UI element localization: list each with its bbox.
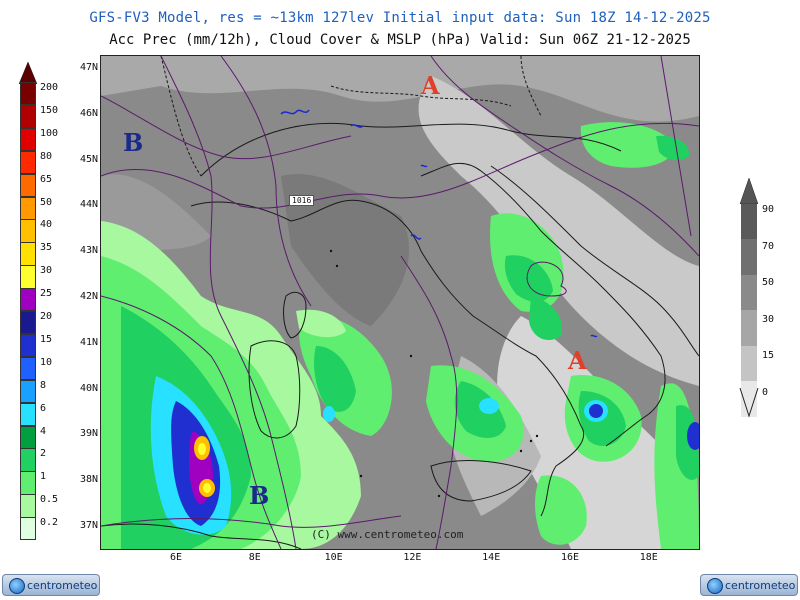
precip-legend-label: 25 xyxy=(40,288,53,300)
precip-legend-swatch xyxy=(20,517,36,541)
cloud-legend-swatch xyxy=(741,204,757,240)
cloud-legend-label: 90 xyxy=(762,204,775,215)
latitude-label: 46N xyxy=(79,107,98,119)
precip-legend-label: 4 xyxy=(40,425,47,437)
map-canvas xyxy=(101,56,699,549)
cloud-legend-swatch xyxy=(741,381,757,417)
low-pressure-center-west: B xyxy=(123,128,144,157)
cloud-legend-label: 50 xyxy=(762,277,775,288)
latitude-label: 41N xyxy=(79,336,98,348)
precip-legend-swatch xyxy=(20,333,36,358)
precip-legend-swatch xyxy=(20,402,36,426)
precip-legend-label: 150 xyxy=(40,104,59,116)
precip-legend-label: 20 xyxy=(40,311,53,322)
centrometeo-logo-right[interactable]: centrometeo xyxy=(700,574,798,596)
precip-legend-label: 8 xyxy=(40,379,47,391)
latitude-label: 40N xyxy=(79,382,98,394)
latitude-label: 43N xyxy=(79,245,98,257)
precip-legend-swatch xyxy=(20,173,36,197)
chart-title-line2: Acc Prec (mm/12h), Cloud Cover & MSLP (h… xyxy=(109,32,691,48)
precip-legend-swatch xyxy=(20,196,36,220)
precip-legend-swatch xyxy=(20,356,36,381)
precip-legend-label: 10 xyxy=(40,356,53,368)
precip-legend-label: 1 xyxy=(40,471,47,483)
cloud-legend-swatch xyxy=(741,239,757,276)
precip-legend-swatch xyxy=(20,219,36,243)
high-pressure-center-south: A xyxy=(568,346,587,375)
copyright-text: (C) www.centrometeo.com xyxy=(311,528,464,541)
cloud-legend-arrow-bottom xyxy=(739,388,759,418)
latitude-label: 44N xyxy=(79,199,98,211)
cloud-legend-label: 0 xyxy=(762,386,769,398)
precip-legend-label: 80 xyxy=(40,150,53,162)
cloud-legend-label: 30 xyxy=(762,313,775,325)
latitude-label: 39N xyxy=(79,428,98,440)
weather-map: 1016 A B A B (C) www.centrometeo.com xyxy=(100,55,700,550)
precip-legend-swatch xyxy=(20,448,36,472)
cloud-legend-arrow-top xyxy=(739,178,759,204)
precip-legend-label: 35 xyxy=(40,242,53,254)
precip-legend-swatch xyxy=(20,127,36,152)
cloud-legend-swatch xyxy=(741,345,757,382)
low-pressure-center-southwest: B xyxy=(249,481,270,510)
cloud-legend-swatch xyxy=(741,310,757,347)
isobar-label: 1016 xyxy=(289,195,315,206)
precip-legend-swatch xyxy=(20,471,36,495)
longitude-label: 6E xyxy=(169,552,183,563)
cloud-legend-label: 70 xyxy=(762,240,775,252)
precip-legend-label: 15 xyxy=(40,333,53,345)
precip-legend-swatch xyxy=(20,311,36,335)
longitude-label: 14E xyxy=(482,552,501,563)
longitude-label: 8E xyxy=(248,552,261,563)
chart-title-line1: GFS-FV3 Model, res = ~13km 127lev Initia… xyxy=(89,10,711,26)
precip-legend-label: 65 xyxy=(40,173,53,185)
precip-legend-swatch xyxy=(20,265,36,289)
precip-legend-label: 2 xyxy=(40,448,47,460)
logo-text-left: centrometeo xyxy=(27,579,98,592)
precip-legend-swatch xyxy=(20,150,36,175)
latitude-label: 42N xyxy=(79,291,98,302)
globe-icon xyxy=(707,578,723,594)
precip-legend-label: 40 xyxy=(40,219,53,231)
precip-legend-label: 100 xyxy=(40,127,59,139)
logo-text-right: centrometeo xyxy=(725,579,796,592)
longitude-label: 18E xyxy=(639,552,658,563)
precip-legend-label: 6 xyxy=(40,402,47,414)
precip-legend-swatch xyxy=(20,82,36,106)
longitude-label: 10E xyxy=(324,552,343,563)
longitude-label: 12E xyxy=(403,552,422,563)
precip-legend-swatch xyxy=(20,242,36,266)
centrometeo-logo-left[interactable]: centrometeo xyxy=(2,574,100,596)
cloud-legend-swatch xyxy=(741,274,757,311)
precip-legend-arrow-top xyxy=(18,62,38,84)
precip-legend-swatch xyxy=(20,494,36,518)
precip-legend-swatch xyxy=(20,288,36,312)
precip-legend-swatch xyxy=(20,379,36,404)
precip-legend-label: 0.5 xyxy=(40,494,59,506)
precip-legend-label: 30 xyxy=(40,265,53,277)
latitude-label: 47N xyxy=(79,62,98,73)
precip-legend-label: 200 xyxy=(40,82,59,93)
high-pressure-center-north: A xyxy=(421,71,440,100)
precip-legend-swatch xyxy=(20,425,36,449)
cloud-legend-label: 15 xyxy=(762,350,775,361)
globe-icon xyxy=(9,578,25,594)
precip-legend-swatch xyxy=(20,104,36,129)
latitude-label: 45N xyxy=(79,153,98,165)
latitude-label: 38N xyxy=(79,474,98,486)
precip-legend-label: 0.2 xyxy=(40,517,59,529)
latitude-label: 37N xyxy=(79,520,98,531)
longitude-label: 16E xyxy=(560,552,580,563)
precip-legend-label: 50 xyxy=(40,196,53,208)
